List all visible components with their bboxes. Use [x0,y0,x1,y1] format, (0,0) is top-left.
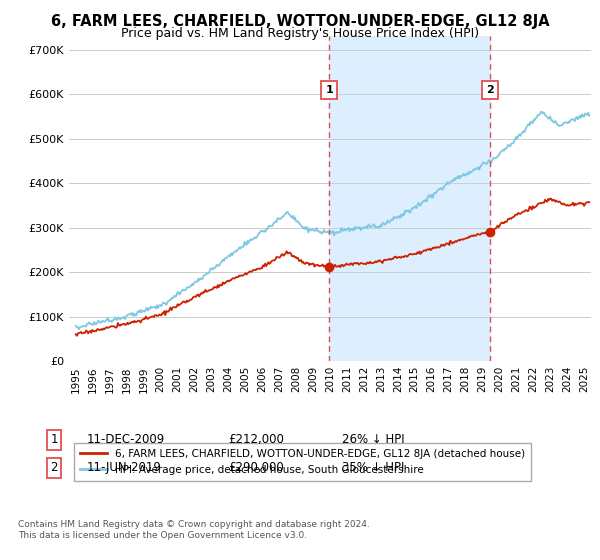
Text: 2: 2 [486,85,494,95]
Bar [329,36,490,361]
Text: 11-JUN-2019: 11-JUN-2019 [87,461,162,474]
Text: 2: 2 [50,461,58,474]
Text: 11-DEC-2009: 11-DEC-2009 [87,433,165,446]
Text: £290,000: £290,000 [228,461,284,474]
Text: £212,000: £212,000 [228,433,284,446]
Text: 1: 1 [325,85,333,95]
Text: This data is licensed under the Open Government Licence v3.0.: This data is licensed under the Open Gov… [18,531,307,540]
Text: Price paid vs. HM Land Registry's House Price Index (HPI): Price paid vs. HM Land Registry's House … [121,27,479,40]
Legend: 6, FARM LEES, CHARFIELD, WOTTON-UNDER-EDGE, GL12 8JA (detached house), HPI: Aver: 6, FARM LEES, CHARFIELD, WOTTON-UNDER-ED… [74,443,531,481]
Text: 1: 1 [50,433,58,446]
Text: Contains HM Land Registry data © Crown copyright and database right 2024.: Contains HM Land Registry data © Crown c… [18,520,370,529]
Text: 26% ↓ HPI: 26% ↓ HPI [342,433,404,446]
Text: 6, FARM LEES, CHARFIELD, WOTTON-UNDER-EDGE, GL12 8JA: 6, FARM LEES, CHARFIELD, WOTTON-UNDER-ED… [50,14,550,29]
Text: 35% ↓ HPI: 35% ↓ HPI [342,461,404,474]
